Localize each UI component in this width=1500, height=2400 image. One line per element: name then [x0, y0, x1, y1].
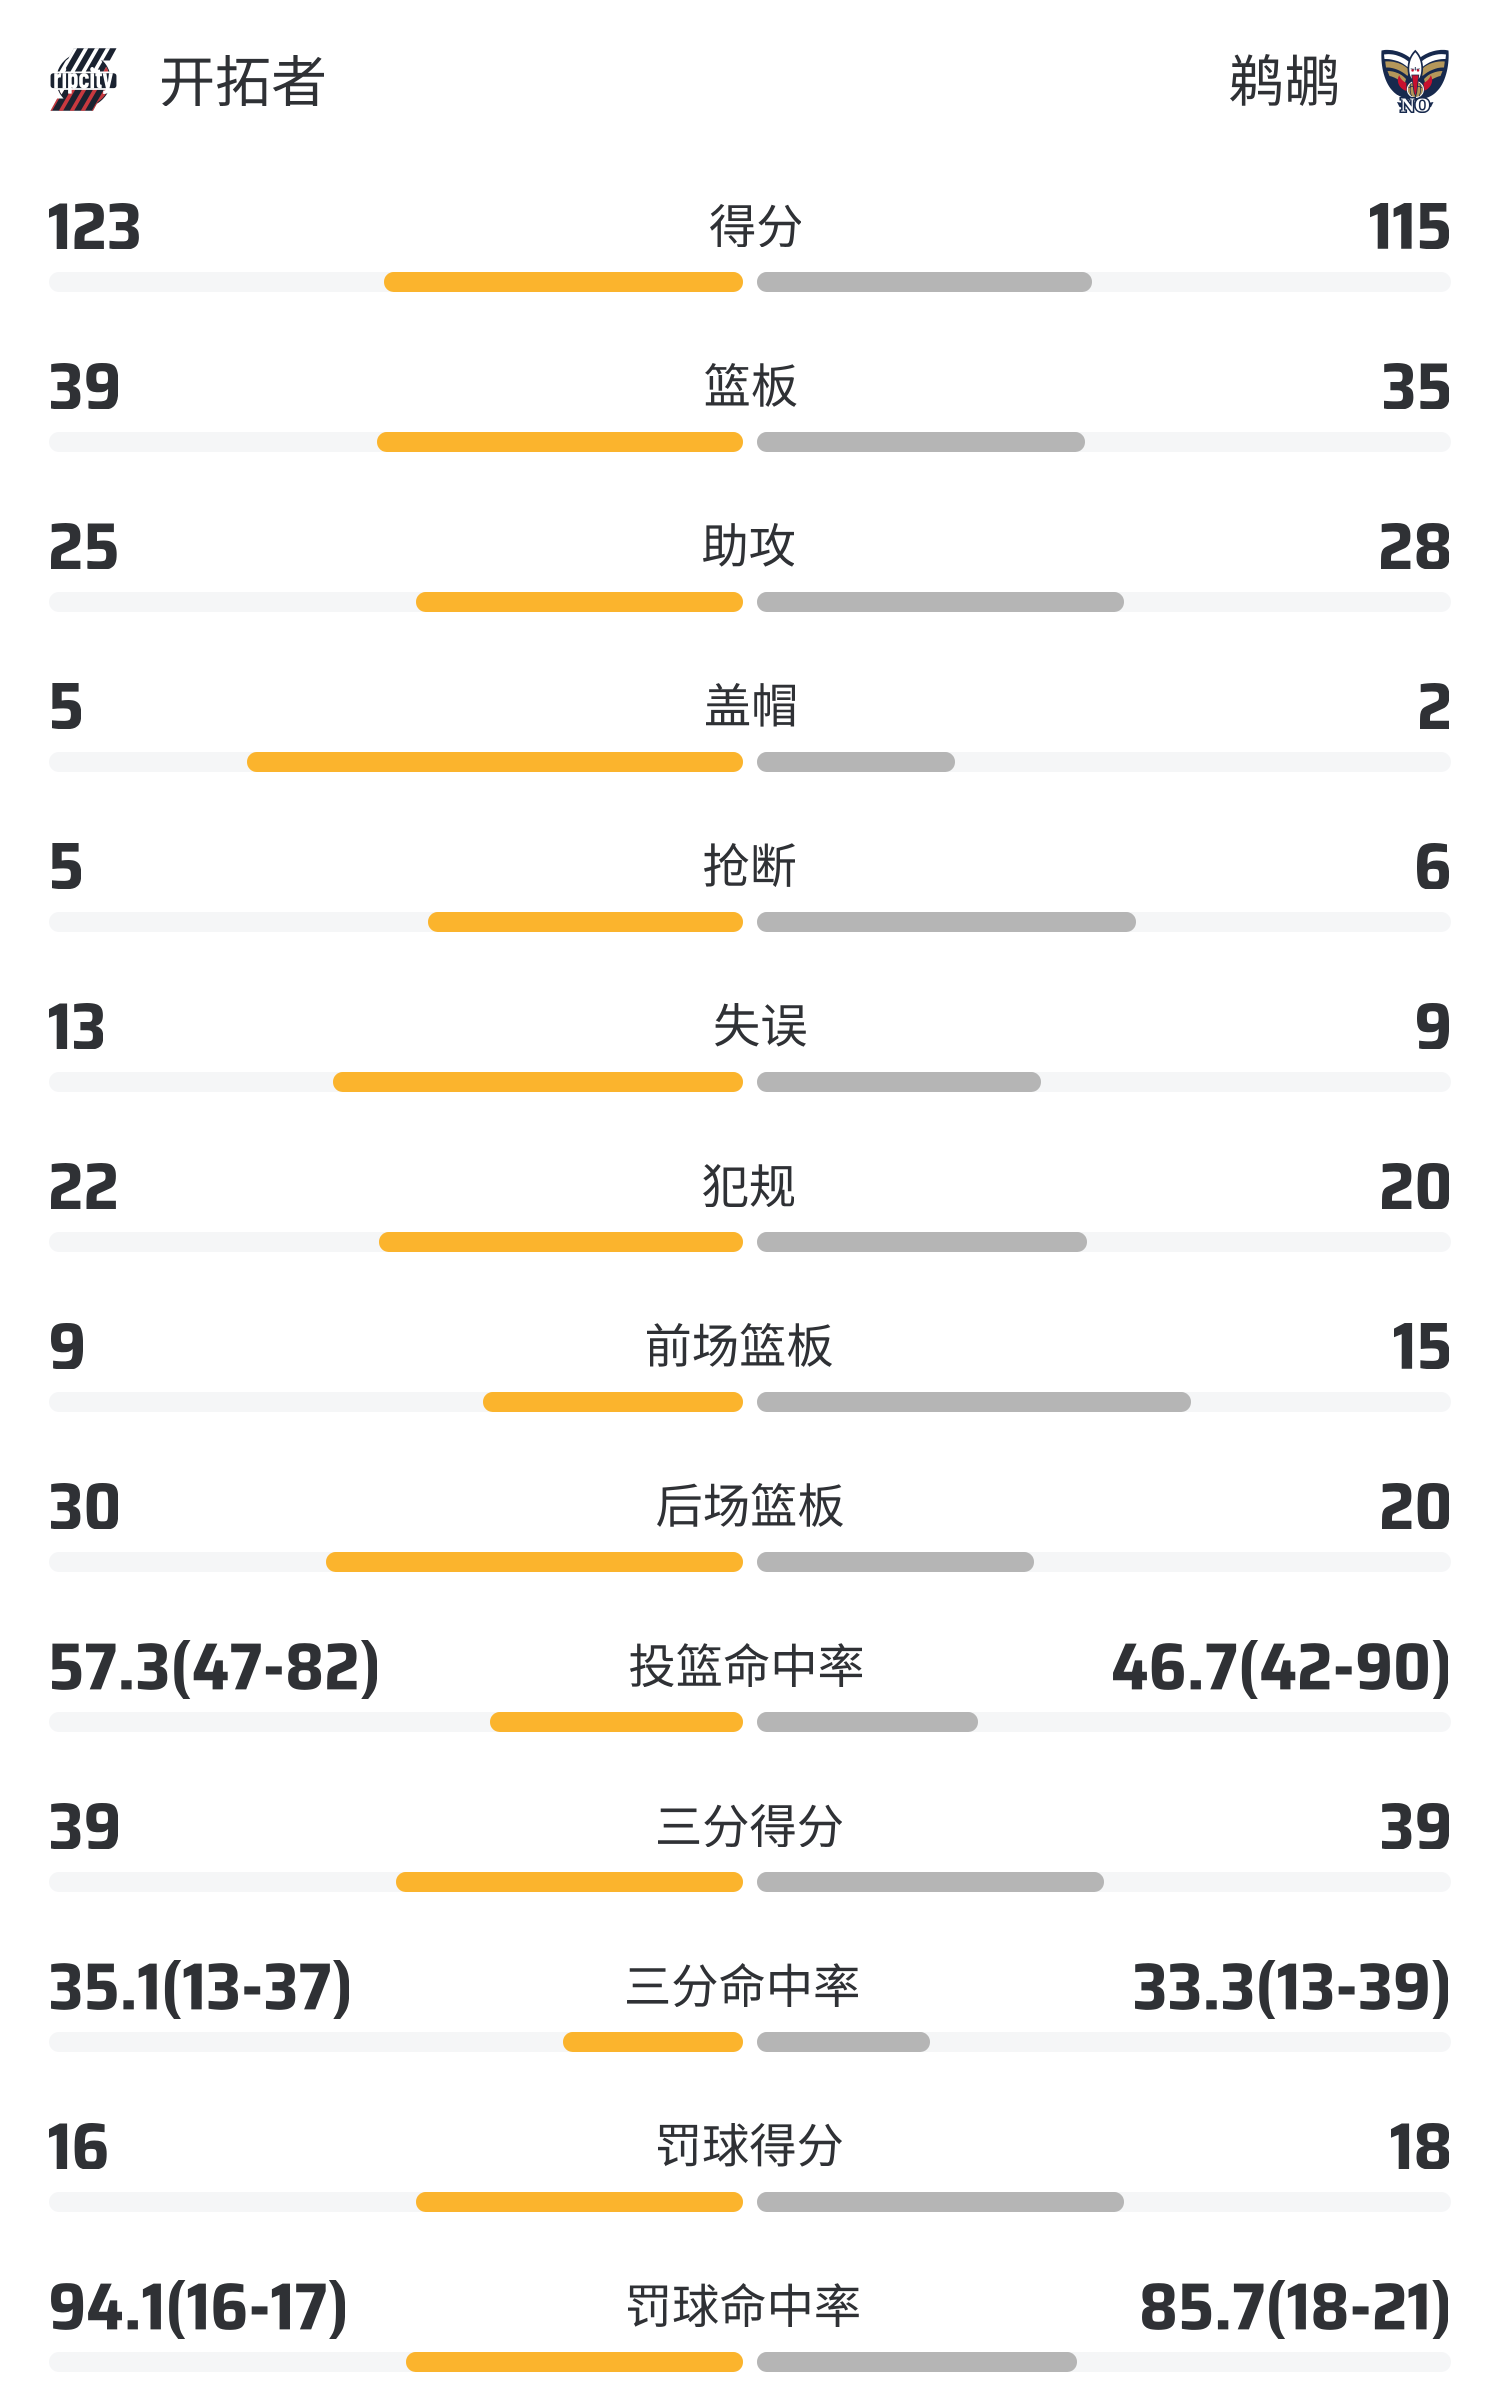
- svg-text:NO: NO: [1401, 96, 1430, 115]
